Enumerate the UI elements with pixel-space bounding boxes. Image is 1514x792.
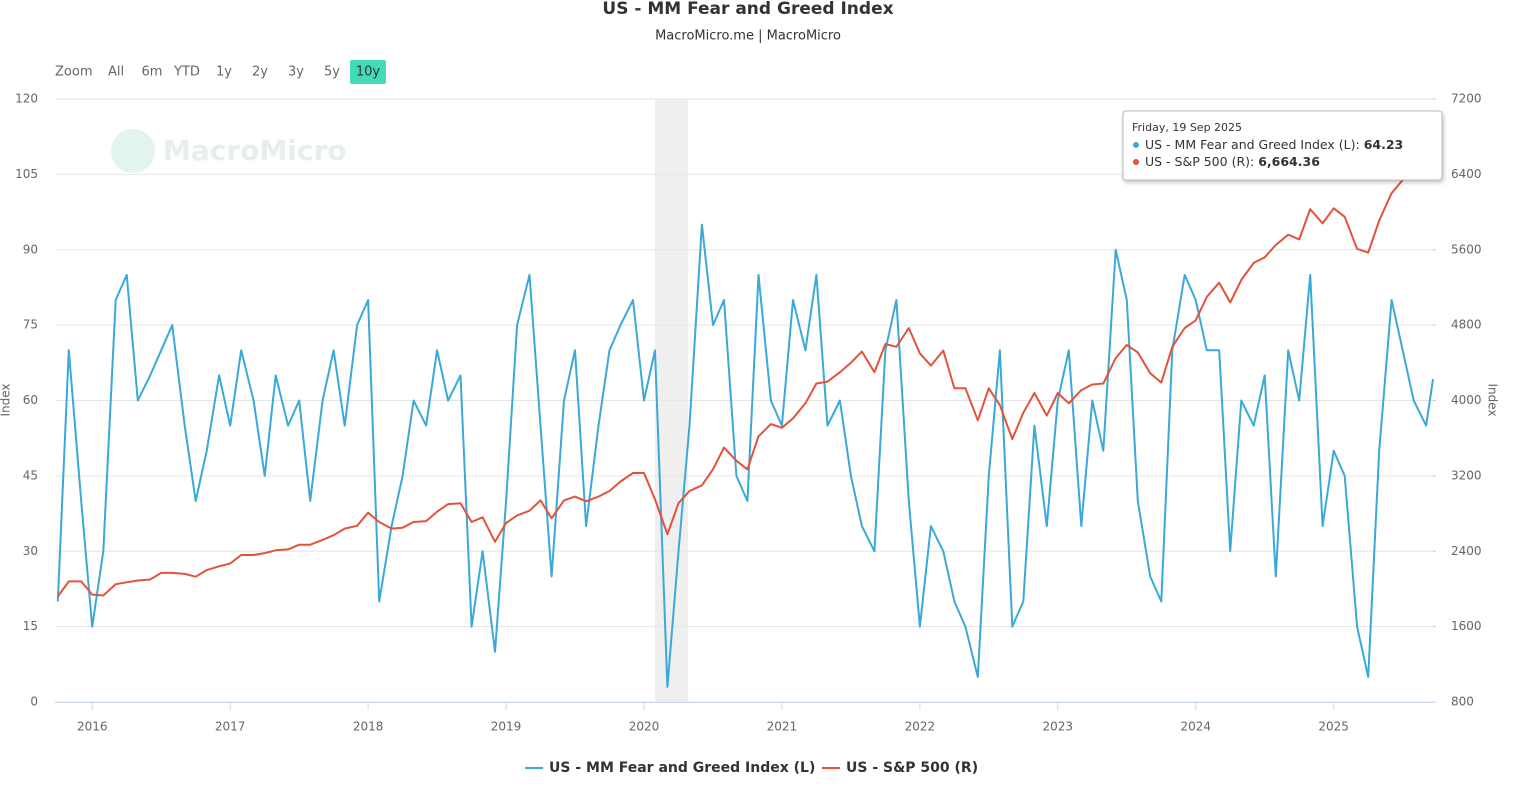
x-tick-label: 2025 bbox=[1318, 720, 1349, 734]
x-tick-label: 2024 bbox=[1180, 720, 1211, 734]
range-button[interactable]: 6m bbox=[142, 65, 163, 80]
tooltip-name: US - S&P 500 (R) bbox=[1145, 154, 1250, 169]
y-tick-label: 75 bbox=[23, 318, 38, 332]
range-button-label[interactable]: 1y bbox=[216, 65, 232, 80]
range-button-bg[interactable] bbox=[350, 60, 386, 84]
tooltip-sep: : bbox=[1356, 137, 1364, 152]
range-button[interactable]: 2y bbox=[252, 65, 268, 80]
tooltip-date: Friday, 19 Sep 2025 bbox=[1132, 121, 1242, 134]
range-button-label[interactable]: 3y bbox=[288, 65, 304, 80]
range-button-label[interactable]: YTD bbox=[173, 65, 200, 80]
range-button[interactable]: 1y bbox=[216, 65, 232, 80]
y-tick-label: 120 bbox=[15, 92, 38, 106]
range-button-label[interactable]: All bbox=[108, 65, 124, 80]
y2-tick-label: 5600 bbox=[1451, 242, 1482, 256]
tooltip-name: US - MM Fear and Greed Index (L) bbox=[1145, 137, 1356, 152]
legend-label[interactable]: US - MM Fear and Greed Index (L) bbox=[549, 760, 815, 776]
line-series bbox=[56, 223, 1434, 688]
line-series bbox=[56, 149, 1434, 598]
y-tick-label: 105 bbox=[15, 167, 38, 181]
x-tick-label: 2018 bbox=[353, 720, 384, 734]
range-button-label[interactable]: 2y bbox=[252, 65, 268, 80]
zoom-label: Zoom bbox=[55, 65, 92, 80]
tooltip: Friday, 19 Sep 2025 US - MM Fear and Gree… bbox=[1122, 110, 1443, 181]
x-tick-label: 2023 bbox=[1043, 720, 1074, 734]
watermark-logo bbox=[111, 129, 155, 173]
y-tick-label: 0 bbox=[30, 695, 38, 709]
range-button-label[interactable]: 5y bbox=[324, 65, 340, 80]
range-button[interactable]: YTD bbox=[173, 65, 200, 80]
tooltip-dot bbox=[1133, 142, 1139, 148]
watermark-text: MacroMicro bbox=[163, 134, 347, 167]
x-tick-label: 2019 bbox=[491, 720, 522, 734]
y-tick-label: 30 bbox=[23, 544, 38, 558]
y2-axis-title: Index bbox=[1486, 383, 1500, 416]
tooltip-sep: : bbox=[1250, 154, 1258, 169]
y2-tick-label: 7200 bbox=[1451, 92, 1482, 106]
y2-tick-label: 1600 bbox=[1451, 619, 1482, 633]
tooltip-row: US - S&P 500 (R): 6,664.36 bbox=[1145, 154, 1320, 169]
tooltip-value: 64.23 bbox=[1364, 137, 1404, 152]
range-button[interactable]: All bbox=[108, 65, 124, 80]
range-button[interactable]: 10y bbox=[350, 60, 386, 84]
legend-label[interactable]: US - S&P 500 (R) bbox=[846, 760, 978, 776]
watermark: MacroMicro bbox=[111, 129, 347, 173]
chart-title: US - MM Fear and Greed Index bbox=[602, 0, 893, 19]
chart-subtitle: MacroMicro.me | MacroMicro bbox=[655, 29, 841, 44]
y-tick-label: 45 bbox=[23, 468, 38, 482]
y2-tick-label: 800 bbox=[1451, 695, 1474, 709]
x-tick-label: 2016 bbox=[77, 720, 108, 734]
y2-tick-label: 6400 bbox=[1451, 167, 1482, 181]
tooltip-box bbox=[1122, 110, 1443, 181]
x-tick-label: 2020 bbox=[629, 720, 660, 734]
y2-tick-label: 4000 bbox=[1451, 393, 1482, 407]
y-tick-label: 90 bbox=[23, 242, 38, 256]
tooltip-row: US - MM Fear and Greed Index (L): 64.23 bbox=[1145, 137, 1403, 152]
y2-tick-label: 2400 bbox=[1451, 544, 1482, 558]
tooltip-dot bbox=[1133, 159, 1139, 165]
x-tick-label: 2022 bbox=[905, 720, 936, 734]
legend-item[interactable]: US - S&P 500 (R) bbox=[822, 760, 978, 776]
range-button[interactable]: 5y bbox=[324, 65, 340, 80]
range-button[interactable]: 3y bbox=[288, 65, 304, 80]
y-axis-title: Index bbox=[0, 383, 13, 416]
tooltip-value: 6,664.36 bbox=[1258, 154, 1320, 169]
x-tick-label: 2017 bbox=[215, 720, 246, 734]
y-tick-label: 15 bbox=[23, 619, 38, 633]
y2-tick-label: 3200 bbox=[1451, 468, 1482, 482]
range-button-label[interactable]: 10y bbox=[356, 65, 381, 80]
y-tick-label: 60 bbox=[23, 393, 38, 407]
x-tick-label: 2021 bbox=[767, 720, 798, 734]
legend-item[interactable]: US - MM Fear and Greed Index (L) bbox=[525, 760, 815, 776]
y2-tick-label: 4800 bbox=[1451, 318, 1482, 332]
range-button-label[interactable]: 6m bbox=[142, 65, 163, 80]
